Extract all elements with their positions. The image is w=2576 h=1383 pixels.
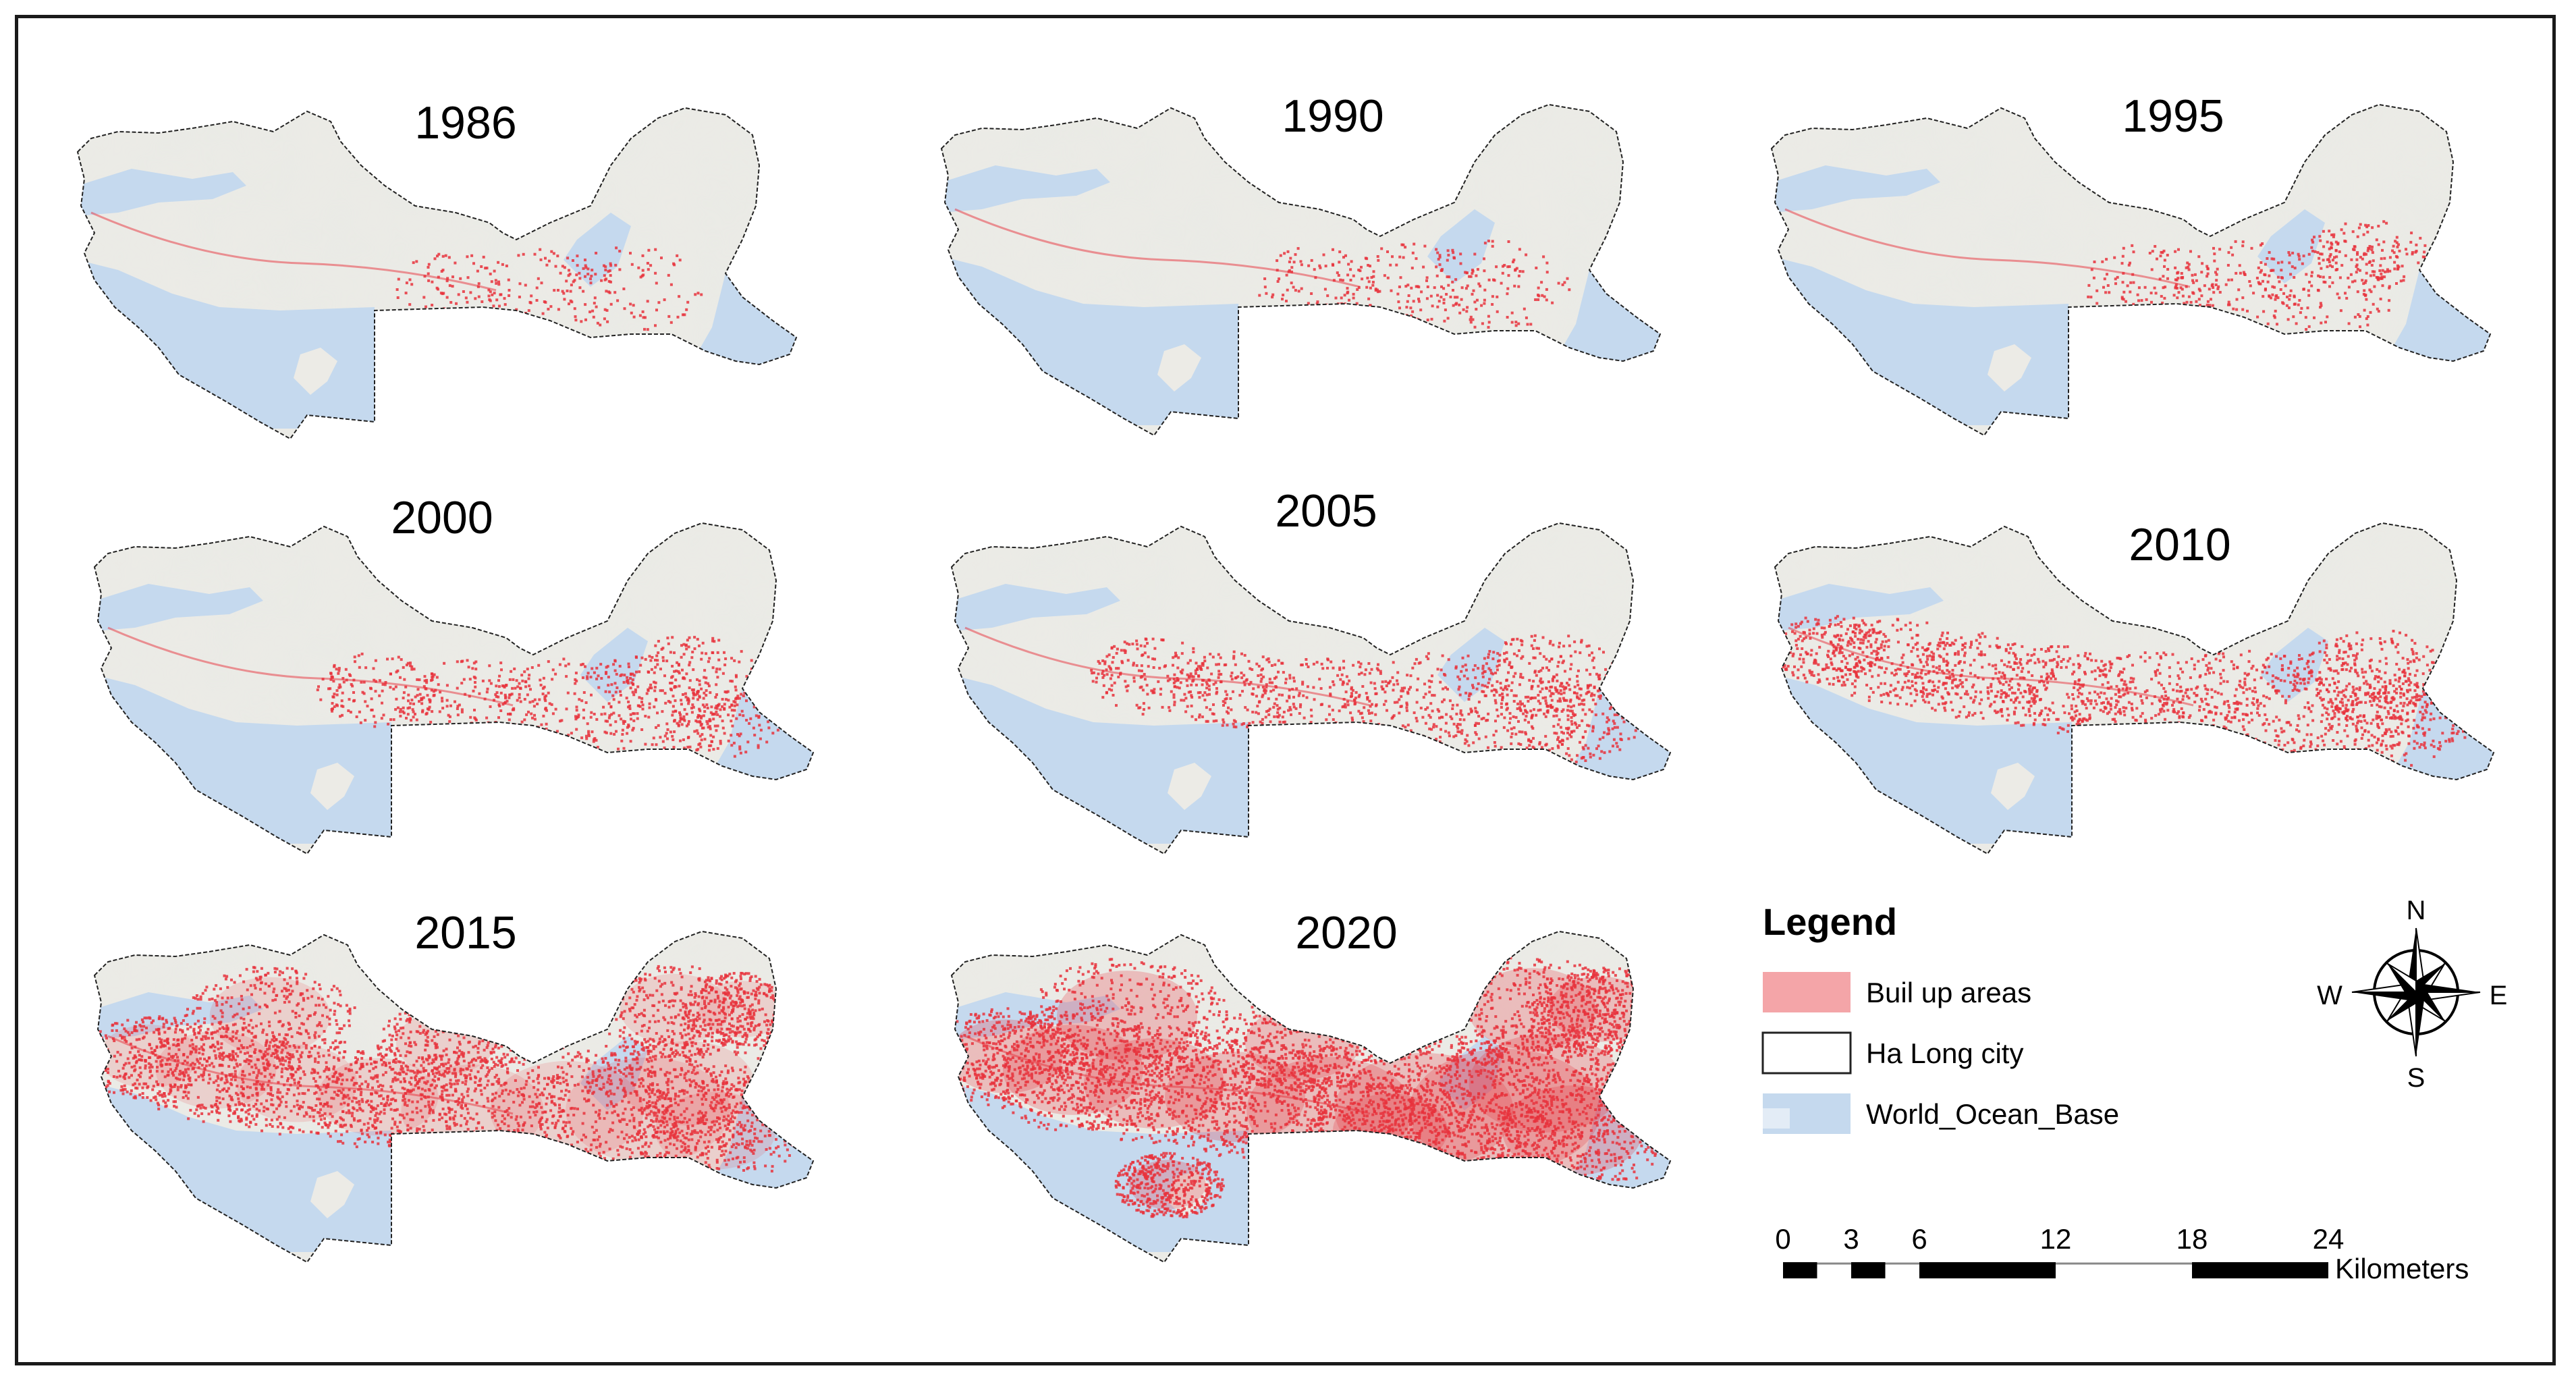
legend-title: Legend: [1763, 900, 1897, 943]
compass-label-e: E: [2490, 981, 2508, 1010]
panel-year-1990: 1990: [1282, 90, 1383, 142]
compass-label-s: S: [2407, 1063, 2426, 1093]
panel-year-2015: 2015: [414, 907, 516, 958]
panel-year-2010: 2010: [2129, 519, 2230, 570]
inland-water: [941, 165, 1110, 213]
island: [294, 348, 337, 395]
east-water: [702, 688, 813, 790]
map-panel-1986: [76, 107, 798, 440]
city-boundary: [93, 930, 815, 1264]
east-water: [1549, 270, 1660, 371]
legend-swatch-built-up: [1763, 972, 1851, 1012]
built-up-areas: [1784, 208, 2427, 333]
coastal-road: [954, 208, 1361, 288]
scale-unit: Kilometers: [2335, 1253, 2469, 1284]
central-bay: [564, 213, 631, 287]
island: [1988, 344, 2031, 391]
panel-year-1995: 1995: [2122, 90, 2224, 142]
coastal-road: [90, 211, 497, 292]
city-boundary: [76, 107, 798, 440]
island: [310, 763, 354, 810]
ha-long-city-land: [952, 523, 1670, 854]
legend-item-2: World_Ocean_Base: [1763, 1093, 2119, 1134]
east-water: [2379, 270, 2490, 371]
scale-tick-label: 12: [2040, 1223, 2072, 1255]
panel-year-2020: 2020: [1295, 907, 1397, 958]
scale-segment: [1851, 1262, 1886, 1278]
island: [1168, 1171, 1211, 1218]
city-boundary: [1774, 522, 2495, 855]
east-water: [685, 273, 796, 375]
city-boundary: [1770, 103, 2492, 437]
scale-segment: [2192, 1262, 2328, 1278]
scale-tick-label: 3: [1843, 1223, 1859, 1255]
city-boundary: [940, 103, 1662, 437]
city-boundary: [93, 522, 815, 855]
central-bay: [2261, 628, 2328, 702]
scale-segment: [1783, 1262, 1817, 1278]
ha-long-city-land: [941, 105, 1660, 435]
inland-water: [94, 584, 263, 631]
panel-year-2005: 2005: [1275, 485, 1377, 537]
island: [1168, 763, 1211, 810]
city-boundary: [950, 930, 1672, 1264]
scale-tick-label: 24: [2313, 1223, 2345, 1255]
scale-segment: [1919, 1262, 2056, 1278]
north-arrow: N S E W: [2317, 896, 2507, 1093]
coastal-road: [1788, 626, 2194, 707]
map-panels: 1986 1990 1995 2000 2005 2010 2015 2020: [76, 90, 2495, 1264]
east-water: [702, 1097, 813, 1198]
panel-year-2000: 2000: [391, 492, 493, 543]
scale-tick-label: 0: [1775, 1223, 1790, 1255]
coastal-road: [107, 626, 514, 707]
compass-label-w: W: [2317, 981, 2342, 1010]
island: [310, 1171, 354, 1218]
coastal-road: [964, 626, 1371, 707]
east-water: [1559, 1097, 1670, 1198]
legend-label: Buil up areas: [1866, 977, 2031, 1008]
scale-tick-label: 6: [1911, 1223, 1927, 1255]
panel-year-1986: 1986: [414, 97, 516, 148]
map-panel-1990: [940, 103, 1662, 437]
ha-long-city-land: [94, 523, 813, 854]
map-panel-1995: [1770, 103, 2492, 437]
figure-frame: [15, 15, 2556, 1365]
legend-item-0: Buil up areas: [1763, 972, 2031, 1012]
ha-long-city-land: [78, 108, 796, 439]
central-bay: [1427, 209, 1495, 283]
city-boundary: [950, 522, 1672, 855]
coastal-road: [1784, 208, 2191, 288]
map-panel-2020: [950, 930, 1672, 1264]
compass-label-n: N: [2407, 896, 2426, 925]
legend-label: Ha Long city: [1866, 1037, 2023, 1069]
island: [1991, 763, 2035, 810]
scale-tick-label: 18: [2176, 1223, 2208, 1255]
legend: Legend Buil up areas Ha Long city World_Oce…: [1761, 900, 2119, 1134]
map-panel-2000: [93, 522, 815, 855]
inland-water: [78, 169, 246, 216]
map-panel-2005: [950, 522, 1672, 855]
coastal-road: [107, 1035, 514, 1115]
inland-water: [1772, 165, 1940, 213]
map-panel-2010: [1774, 522, 2495, 855]
legend-label: World_Ocean_Base: [1866, 1098, 2119, 1130]
inland-water: [952, 584, 1120, 631]
island: [1157, 344, 1201, 391]
legend-swatch-city: [1761, 1031, 1852, 1075]
map-panel-2015: [93, 930, 815, 1264]
central-bay: [2257, 209, 2325, 283]
legend-item-1: Ha Long city: [1761, 1031, 2023, 1075]
built-up-areas: [107, 626, 779, 761]
coastal-road: [964, 1035, 1371, 1115]
compass-rose-icon: [2351, 927, 2481, 1057]
